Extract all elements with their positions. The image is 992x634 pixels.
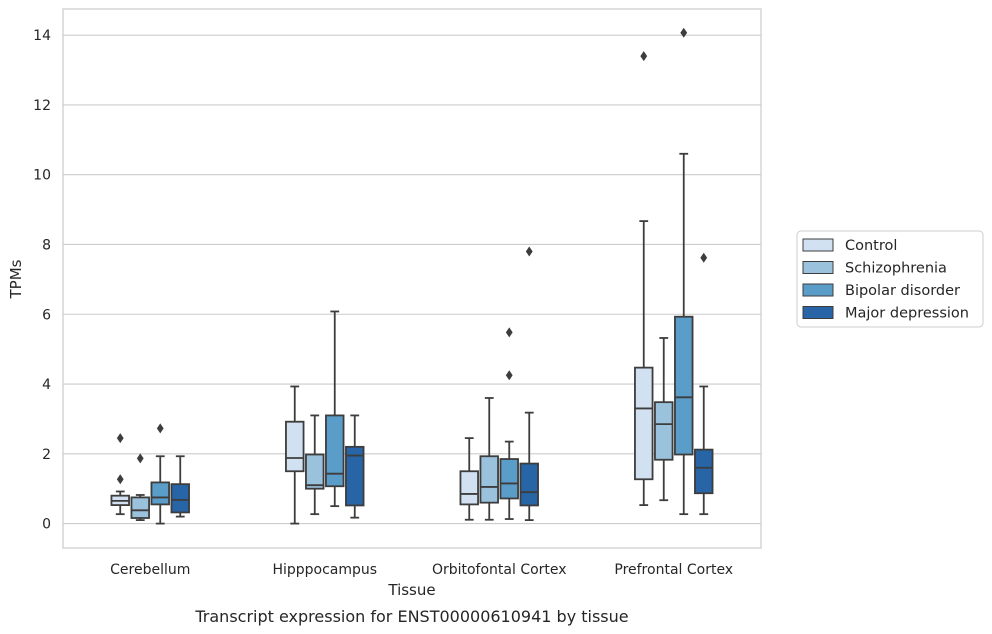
chart-caption: Transcript expression for ENST0000061094… [194, 607, 628, 626]
box [459, 437, 479, 521]
x-tick-label: Cerebellum [110, 562, 190, 578]
legend-frame [796, 230, 984, 328]
series-control [110, 51, 654, 525]
series-schizophrenia [130, 337, 674, 521]
iqr-box [674, 315, 694, 456]
plot-frame [62, 8, 762, 549]
outlier-point [640, 51, 648, 62]
legend-label: Control [845, 238, 897, 254]
iqr-box [345, 445, 365, 507]
iqr-box [634, 366, 654, 481]
y-tick-label: 6 [42, 307, 51, 323]
y-tick-label: 8 [42, 237, 51, 253]
iqr-box [325, 414, 345, 488]
y-axis-label: TPMs [7, 259, 25, 299]
y-tick-label: 2 [42, 447, 51, 463]
y-tick-label: 4 [42, 377, 51, 393]
y-tick-label: 0 [42, 517, 51, 533]
legend-label: Major depression [845, 306, 969, 322]
legend-item: Schizophrenia [802, 261, 947, 277]
iqr-box [305, 453, 325, 490]
outlier-point [156, 423, 164, 434]
box [694, 252, 714, 516]
legend-swatch [802, 261, 834, 274]
series-bipolar-disorder [150, 27, 694, 525]
y-gridlines [63, 34, 761, 525]
y-tick-label: 10 [33, 168, 51, 184]
x-tick-label: Orbitofontal Cortex [432, 562, 567, 578]
box [150, 423, 170, 525]
y-tick-labels: 0 2 4 6 8 10 12 14 [33, 28, 51, 532]
outlier-point [136, 453, 144, 464]
box [325, 310, 345, 508]
box [654, 337, 674, 502]
iqr-box [130, 496, 150, 519]
legend-item: Control [802, 238, 897, 254]
iqr-box [654, 401, 674, 461]
series-major-depression [170, 246, 714, 521]
box [479, 397, 499, 521]
box [634, 51, 654, 506]
box [285, 385, 305, 525]
box [130, 453, 150, 521]
outlier-point [525, 246, 533, 257]
legend-swatch [802, 238, 834, 252]
box [110, 433, 130, 516]
box [305, 414, 325, 516]
y-tick-label: 14 [33, 28, 51, 44]
iqr-box [694, 448, 714, 495]
box [345, 414, 365, 519]
outlier-point [680, 27, 688, 38]
legend: Control Schizophrenia Bipolar disorder Majo… [796, 230, 984, 328]
x-tick-label: Hipppocampus [272, 562, 377, 578]
outlier-point [116, 433, 124, 444]
legend-item: Bipolar disorder [802, 283, 960, 299]
outlier-point [116, 474, 124, 485]
outlier-point [505, 370, 513, 381]
x-axis-label: Tissue [387, 581, 435, 599]
legend-swatch [802, 283, 834, 297]
box [499, 327, 519, 520]
iqr-box [519, 462, 539, 507]
iqr-box [170, 483, 190, 514]
box [674, 27, 694, 516]
legend-swatch [802, 306, 834, 319]
outlier-point [505, 327, 513, 338]
legend-label: Bipolar disorder [845, 283, 960, 299]
iqr-box [459, 470, 479, 506]
box-series [110, 27, 714, 525]
legend-label: Schizophrenia [845, 261, 947, 277]
x-tick-labels: Cerebellum Hipppocampus Orbitofontal Corte… [110, 562, 733, 578]
legend-item: Major depression [802, 306, 969, 322]
iqr-box [150, 481, 170, 506]
iqr-box [479, 455, 499, 504]
iqr-box [285, 420, 305, 473]
x-tick-label: Prefrontal Cortex [614, 562, 733, 578]
outlier-point [700, 252, 708, 263]
box [519, 246, 539, 521]
y-tick-label: 12 [33, 98, 51, 114]
iqr-box [499, 458, 519, 500]
box [170, 455, 190, 518]
